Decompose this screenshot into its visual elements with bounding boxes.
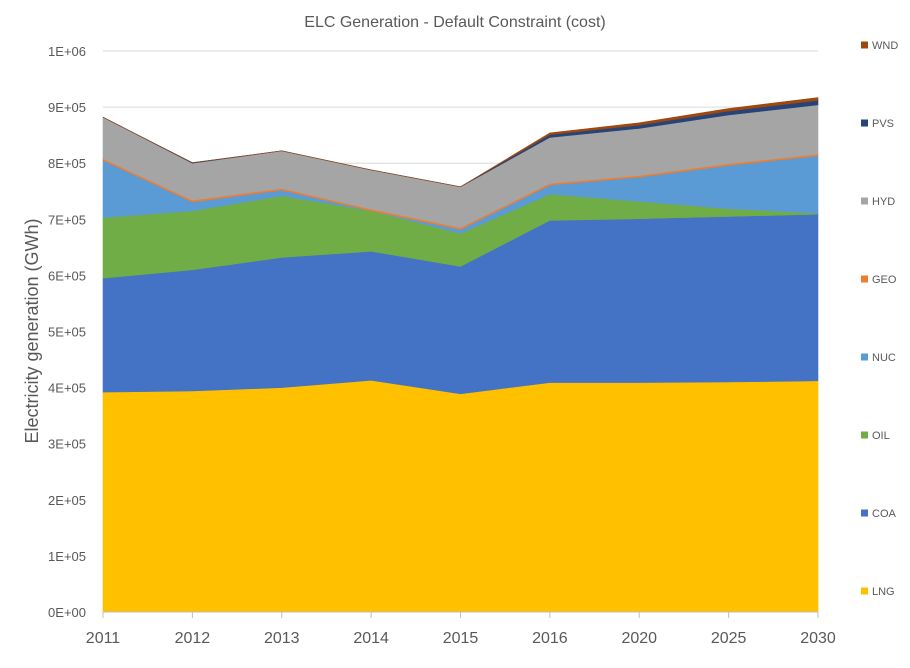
x-tick-label: 2014 [353, 630, 389, 647]
y-tick-label: 3E+05 [48, 437, 86, 452]
legend-item-wnd: WND [861, 40, 898, 52]
legend-swatch [861, 587, 868, 595]
legend-swatch [861, 353, 868, 361]
y-tick-label: 2E+05 [48, 493, 86, 508]
x-tick-label: 2025 [711, 630, 747, 647]
x-tick-label: 2016 [532, 630, 568, 647]
legend-swatch [861, 509, 868, 517]
chart-title: ELC Generation - Default Constraint (cos… [304, 14, 605, 31]
legend-label: WND [872, 40, 898, 52]
x-tick-label: 2030 [800, 630, 836, 647]
axes: 0E+00 1E+05 2E+05 3E+05 4E+05 5E+05 6E+05 7E+05… [48, 44, 836, 647]
legend-label: HYD [872, 196, 895, 208]
legend-swatch [861, 41, 868, 49]
legend-item-pvs: PVS [861, 118, 894, 130]
legend-label: COA [872, 508, 897, 520]
legend-swatch [861, 275, 868, 283]
x-tick-label: 2013 [264, 630, 300, 647]
y-axis-label: Electricity generation (GWh) [22, 218, 42, 443]
y-tick-label: 5E+05 [48, 325, 86, 340]
x-tick-label: 2015 [443, 630, 479, 647]
legend-item-oil: OIL [861, 430, 890, 442]
legend-item-lng: LNG [861, 586, 895, 598]
y-tick-label: 1E+06 [48, 44, 86, 59]
legend-swatch [861, 197, 868, 205]
area-wnd [102, 97, 819, 188]
x-tick-label: 2011 [86, 630, 121, 647]
y-tick-label: 7E+05 [48, 212, 86, 227]
y-tick-label: 4E+05 [48, 381, 86, 396]
legend-label: OIL [872, 430, 890, 442]
x-tick-label: 2020 [621, 630, 657, 647]
y-tick-label: 9E+05 [48, 100, 86, 115]
y-tick-label: 0E+00 [48, 605, 86, 620]
area-series [102, 97, 819, 613]
x-tick-label: 2012 [175, 630, 211, 647]
area-lng [102, 380, 819, 613]
legend-swatch [861, 119, 868, 127]
legend-label: PVS [872, 118, 894, 130]
legend-item-hyd: HYD [861, 196, 895, 208]
y-tick-label: 6E+05 [48, 268, 86, 283]
legend: WND PVS HYD GEO NUC OIL COA LNG [861, 40, 898, 598]
legend-label: GEO [872, 274, 897, 286]
legend-label: LNG [872, 586, 895, 598]
legend-label: NUC [872, 352, 896, 364]
legend-item-nuc: NUC [861, 352, 896, 364]
y-tick-label: 1E+05 [48, 549, 86, 564]
legend-item-coa: COA [861, 508, 897, 520]
legend-item-geo: GEO [861, 274, 897, 286]
y-tick-label: 8E+05 [48, 156, 86, 171]
legend-swatch [861, 431, 868, 439]
